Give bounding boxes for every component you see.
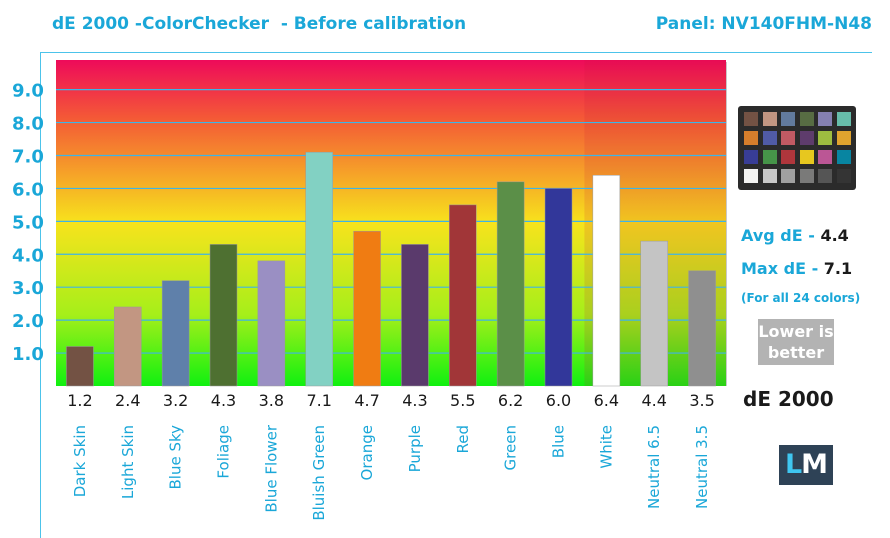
- y-tick-label: 2.0: [12, 311, 44, 332]
- color-checker-swatch: [818, 150, 832, 164]
- bar: [114, 306, 142, 387]
- data-label: 4.7: [354, 391, 379, 410]
- color-checker-swatch: [762, 150, 777, 164]
- color-checker-swatch: [836, 131, 851, 145]
- category-label: Green: [502, 425, 520, 470]
- y-tick-label: 9.0: [12, 81, 44, 102]
- max-de-stat: Max dE - 7.1: [741, 259, 852, 278]
- avg-de-stat: Avg dE - 4.4: [741, 226, 849, 245]
- lower-line-2: better: [767, 343, 825, 362]
- bar: [449, 204, 477, 387]
- y-tick-label: 1.0: [12, 344, 44, 365]
- panel-label: Panel: NV140FHM-N48: [655, 14, 872, 34]
- lower-line-1: Lower is: [758, 322, 834, 341]
- color-checker-swatch: [836, 150, 851, 164]
- data-label: 2.4: [115, 391, 140, 410]
- metric-label: dE 2000: [743, 387, 834, 411]
- bar: [592, 175, 621, 387]
- y-tick-label: 7.0: [12, 146, 44, 167]
- category-label: Neutral 3.5: [693, 425, 711, 509]
- color-checker-swatch: [799, 112, 814, 126]
- category-label: Orange: [358, 425, 376, 480]
- color-checker-swatch: [799, 131, 814, 145]
- chart-frame: [40, 52, 872, 538]
- color-checker-swatch: [781, 169, 795, 183]
- data-label: 7.1: [306, 391, 331, 410]
- bar: [66, 346, 94, 387]
- color-checker-swatch: [781, 112, 795, 126]
- category-label: Red: [454, 425, 472, 454]
- category-label: Blue Sky: [167, 425, 185, 490]
- y-tick-label: 6.0: [12, 179, 44, 200]
- data-label: 3.5: [689, 391, 714, 410]
- data-label: 6.0: [546, 391, 571, 410]
- data-label: 3.8: [259, 391, 284, 410]
- logo-letter-l: L: [784, 449, 802, 480]
- color-checker-image: [738, 106, 856, 190]
- color-checker-swatch: [836, 112, 851, 126]
- bar: [305, 151, 333, 387]
- category-label: Purple: [406, 425, 424, 472]
- y-tick-label: 8.0: [12, 114, 44, 135]
- data-label: 4.3: [211, 391, 236, 410]
- category-label: Dark Skin: [71, 425, 89, 497]
- color-checker-swatch: [818, 112, 832, 126]
- color-checker-swatch: [799, 169, 814, 183]
- bar: [544, 188, 573, 387]
- bar: [209, 244, 238, 387]
- bar: [353, 230, 381, 387]
- color-checker-swatch: [818, 169, 832, 183]
- data-label: 6.2: [498, 391, 523, 410]
- laptopmedia-logo: LM: [779, 445, 833, 485]
- colors-note: (For all 24 colors): [741, 291, 861, 305]
- color-checker-swatch: [744, 169, 758, 183]
- color-checker-swatch: [762, 131, 777, 145]
- avg-de-label: Avg dE -: [741, 226, 821, 245]
- data-label: 3.2: [163, 391, 188, 410]
- bar: [401, 244, 429, 387]
- lower-is-better-badge: Lower is better: [758, 319, 834, 365]
- color-checker-swatch: [799, 150, 814, 164]
- color-checker-swatch: [836, 169, 851, 183]
- bar: [257, 260, 286, 387]
- max-de-label: Max dE -: [741, 259, 824, 278]
- y-tick-label: 4.0: [12, 245, 44, 266]
- data-label: 5.5: [450, 391, 475, 410]
- category-label: Light Skin: [119, 425, 137, 499]
- category-label: Foliage: [215, 425, 233, 479]
- data-label: 6.4: [594, 391, 619, 410]
- bar: [688, 270, 716, 387]
- avg-de-value: 4.4: [820, 226, 849, 245]
- category-label: Blue Flower: [262, 424, 280, 512]
- color-checker-swatch: [762, 112, 777, 126]
- bar: [161, 280, 190, 387]
- color-checker-swatch: [781, 150, 795, 164]
- data-label: 1.2: [67, 391, 92, 410]
- logo-letter-m: M: [801, 449, 828, 480]
- color-checker-swatch: [818, 131, 832, 145]
- header-bar: dE 2000 -ColorChecker - Before calibrati…: [0, 0, 890, 52]
- bar: [640, 240, 668, 387]
- color-checker-swatch: [744, 131, 758, 145]
- color-checker-swatch: [744, 150, 758, 164]
- data-label: 4.3: [402, 391, 427, 410]
- category-label: Bluish Green: [310, 425, 328, 521]
- category-label: Neutral 6.5: [645, 425, 663, 509]
- y-tick-label: 3.0: [12, 278, 44, 299]
- max-de-value: 7.1: [823, 259, 853, 278]
- category-label: White: [597, 425, 615, 469]
- bar: [496, 181, 525, 387]
- color-checker-swatch: [744, 112, 758, 126]
- color-checker-swatch: [781, 131, 795, 145]
- data-label: 4.4: [641, 391, 666, 410]
- chart-title: dE 2000 -ColorChecker - Before calibrati…: [52, 14, 467, 34]
- category-label: Blue: [550, 425, 568, 458]
- y-tick-label: 5.0: [12, 212, 44, 233]
- color-checker-swatch: [762, 169, 777, 183]
